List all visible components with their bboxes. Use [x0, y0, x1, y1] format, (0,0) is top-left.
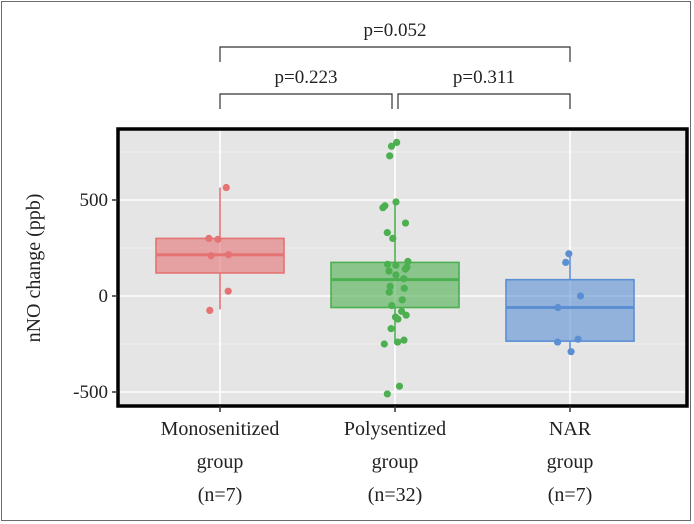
data-point: [386, 282, 394, 290]
x-category-label: group: [197, 451, 244, 473]
data-point: [379, 204, 387, 212]
data-point: [402, 311, 410, 319]
data-point: [404, 257, 412, 266]
x-category-label: (n=32): [368, 484, 423, 506]
data-point: [401, 219, 410, 227]
plot-panel: [116, 127, 689, 408]
data-point: [554, 303, 562, 312]
x-category-label: (n=7): [198, 484, 243, 506]
p-value-label: p=0.311: [453, 67, 515, 88]
comparison-bracket: p=0.311: [397, 67, 571, 109]
data-point: [574, 335, 582, 343]
data-point: [567, 348, 575, 356]
bracket-line: [219, 93, 393, 109]
data-point: [214, 235, 222, 243]
p-value-label: p=0.223: [275, 67, 338, 88]
y-axis-title: nNO change (ppb): [23, 194, 45, 343]
data-point: [562, 258, 570, 266]
x-category-label: group: [372, 451, 419, 473]
bracket-line: [219, 46, 571, 62]
box: [505, 278, 635, 342]
data-point: [385, 288, 393, 296]
data-point: [401, 265, 409, 273]
x-axis: Monosenitized group (n=7) Polysentized group…: [161, 406, 594, 506]
data-point: [222, 183, 230, 192]
data-point: [392, 261, 400, 269]
group-3: [505, 250, 635, 356]
x-category-label: group: [547, 451, 594, 473]
data-point: [553, 338, 562, 346]
data-point: [394, 315, 402, 323]
data-point: [400, 284, 408, 292]
data-point: [393, 138, 401, 146]
data-point: [388, 302, 396, 310]
data-point: [565, 250, 573, 258]
box: [330, 261, 460, 309]
data-point: [400, 336, 408, 344]
data-point: [576, 292, 585, 300]
data-point: [386, 152, 394, 160]
data-point: [383, 229, 391, 237]
data-point: [224, 287, 232, 295]
data-point: [395, 382, 404, 390]
data-point: [389, 234, 397, 242]
x-category-label: Monosenitized: [161, 418, 280, 440]
data-point: [383, 390, 391, 398]
data-point: [392, 198, 400, 206]
data-point: [205, 234, 213, 242]
data-point: [380, 340, 388, 348]
group-1: [155, 183, 285, 314]
data-point: [387, 325, 395, 333]
y-tick-label: 500: [80, 190, 109, 211]
plot-border: [116, 127, 689, 408]
data-point: [387, 142, 396, 150]
data-point: [383, 260, 392, 268]
significance-brackets: p=0.223 p=0.311 p=0.052: [219, 20, 571, 109]
data-point: [394, 338, 402, 346]
data-point: [385, 267, 393, 275]
data-point: [400, 275, 408, 283]
data-point: [398, 296, 406, 304]
bracket-line: [397, 93, 571, 109]
group-2: [330, 138, 460, 398]
data-point: [206, 306, 214, 314]
data-point: [392, 271, 400, 279]
data-point: [224, 251, 233, 259]
comparison-bracket: p=0.223: [219, 67, 393, 109]
p-value-label: p=0.052: [364, 20, 427, 41]
x-category-label: (n=7): [548, 484, 593, 506]
y-axis: 500 0 -500: [73, 190, 118, 403]
y-tick-label: -500: [73, 382, 108, 403]
x-category-label: NAR: [549, 418, 592, 440]
x-category-label: Polysentized: [344, 418, 446, 440]
data-point: [207, 252, 215, 260]
comparison-bracket: p=0.052: [219, 20, 571, 62]
y-tick-label: 0: [99, 286, 109, 307]
